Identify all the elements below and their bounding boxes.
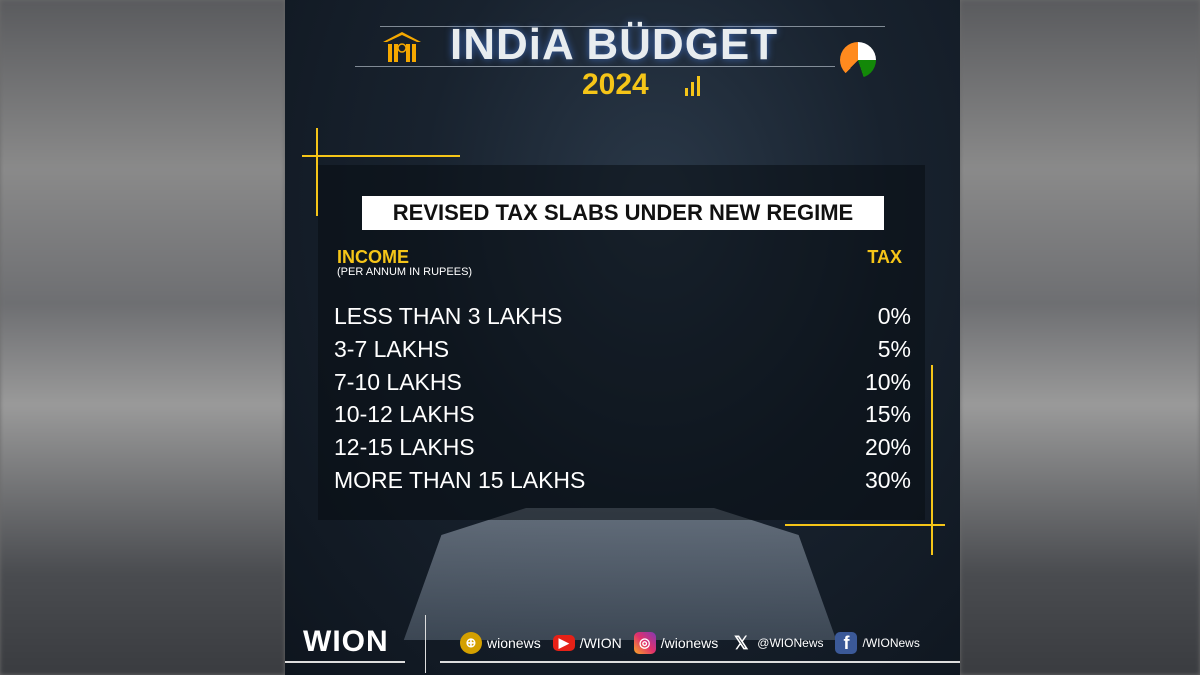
table-title-banner: REVISED TAX SLABS UNDER NEW REGIME (362, 196, 884, 230)
social-website[interactable]: ⊕ wionews (460, 632, 541, 654)
social-handle: /WIONews (862, 636, 920, 650)
tax-cell: 30% (864, 466, 911, 493)
social-x[interactable]: 𝕏 @WIONews (730, 632, 823, 654)
table-row: 12-15 LAKHS 20% (334, 433, 911, 466)
footer: WION ⊕ wionews ▶/WION ◎/wionews 𝕏 @WIONews… (285, 615, 960, 675)
tax-cell: 0% (877, 303, 911, 329)
header-year: 2024 (582, 68, 649, 101)
blurred-background-left (0, 0, 285, 675)
income-column-subheader: (PER ANNUM IN RUPEES) (337, 266, 473, 278)
income-cell: 12-15 LAKHS (334, 434, 475, 461)
social-instagram[interactable]: ◎/wionews (633, 632, 719, 654)
footer-divider (425, 615, 426, 673)
accent-line (302, 155, 460, 157)
wion-logo: WION (303, 625, 389, 658)
bar-chart-icon (685, 72, 700, 96)
header-rule (380, 26, 885, 27)
social-facebook[interactable]: f/WIONews (835, 632, 920, 654)
header-title: INDiA BÜDGET (450, 20, 779, 69)
income-cell: 10-12 LAKHS (334, 401, 475, 428)
tax-cell: 10% (864, 368, 911, 395)
table-row: 7-10 LAKHS 10% (334, 368, 911, 401)
x-icon: 𝕏 (734, 632, 749, 653)
blurred-background-right (960, 0, 1200, 675)
globe-icon: ⊕ (460, 632, 482, 654)
social-handle: @WIONews (757, 636, 824, 650)
facebook-icon: f (835, 632, 858, 654)
parliament-building-image (403, 508, 837, 640)
income-cell: LESS THAN 3 LAKHS (334, 303, 563, 329)
social-handle: wionews (487, 635, 541, 651)
accent-line (931, 365, 933, 555)
footer-rule (440, 661, 960, 663)
tax-cell: 5% (877, 335, 911, 362)
table-row: 10-12 LAKHS 15% (334, 400, 911, 433)
tax-slab-table: LESS THAN 3 LAKHS 0% 3-7 LAKHS 5% 7-10 LAK… (334, 302, 911, 499)
instagram-icon: ◎ (633, 632, 656, 654)
infographic-card: INDiA BÜDGET 2024 REVISED TAX SLABS UNDE… (285, 0, 960, 675)
tricolor-pie-icon (840, 42, 876, 78)
income-column-header: INCOME (337, 247, 409, 267)
table-row: MORE THAN 15 LAKHS 30% (334, 466, 911, 499)
table-row: 3-7 LAKHS 5% (334, 335, 911, 368)
header-rule (355, 66, 835, 67)
tax-column-header: TAX (867, 247, 902, 267)
youtube-icon: ▶ (552, 635, 575, 651)
social-links: ⊕ wionews ▶/WION ◎/wionews 𝕏 @WIONews f/WI… (460, 632, 920, 654)
social-handle: /wionews (660, 635, 719, 651)
tax-cell: 20% (864, 434, 911, 461)
social-youtube[interactable]: ▶/WION (552, 635, 622, 651)
income-cell: 3-7 LAKHS (334, 335, 450, 362)
bank-rupee-icon (383, 32, 421, 62)
tax-cell: 15% (864, 401, 911, 428)
income-cell: MORE THAN 15 LAKHS (334, 466, 586, 493)
table-row: LESS THAN 3 LAKHS 0% (334, 302, 911, 335)
income-cell: 7-10 LAKHS (334, 368, 462, 395)
accent-line (785, 524, 945, 526)
social-handle: /WION (579, 635, 622, 651)
accent-line (316, 128, 318, 216)
footer-rule (285, 661, 405, 663)
